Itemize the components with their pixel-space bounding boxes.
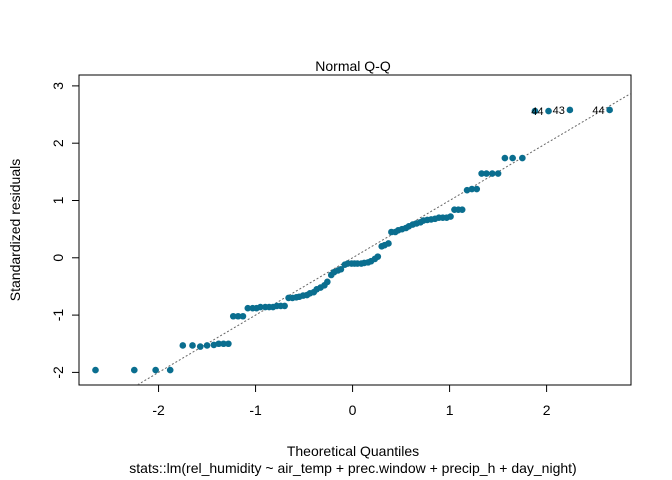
- point: [239, 312, 247, 320]
- y-tick-label: -2: [50, 366, 66, 379]
- point: [374, 253, 382, 260]
- point: [337, 265, 345, 273]
- point-label: 43: [553, 105, 565, 117]
- point: [203, 342, 211, 349]
- point: [447, 213, 454, 220]
- chart-title: Normal Q-Q: [315, 58, 391, 74]
- point: [220, 340, 227, 348]
- y-tick-label: 1: [50, 196, 66, 204]
- point: [166, 366, 174, 374]
- point: [229, 312, 237, 320]
- point: [606, 106, 613, 114]
- point: [244, 304, 252, 312]
- point: [385, 240, 392, 247]
- point: [458, 206, 466, 213]
- point-label: 44: [531, 106, 543, 118]
- x-tick-label: -2: [152, 402, 165, 418]
- point: [257, 303, 264, 311]
- y-tick-label: 2: [50, 139, 66, 147]
- point: [152, 366, 159, 374]
- point: [494, 170, 502, 177]
- point: [179, 342, 187, 349]
- point: [478, 170, 485, 177]
- point: [189, 342, 196, 349]
- point: [92, 366, 99, 374]
- point-label: 44: [592, 105, 604, 117]
- point: [488, 170, 496, 177]
- y-tick-label: 3: [50, 82, 66, 90]
- point: [483, 170, 490, 177]
- y-tick-label: -1: [50, 309, 66, 322]
- point: [130, 366, 138, 374]
- point: [531, 107, 539, 115]
- point: [566, 106, 574, 114]
- point: [281, 302, 288, 310]
- point: [473, 185, 481, 193]
- plot-frame: [78, 74, 632, 386]
- point: [468, 185, 476, 193]
- point: [225, 340, 232, 348]
- point: [234, 312, 242, 320]
- point: [215, 340, 222, 348]
- x-tick-label: 2: [543, 402, 551, 418]
- y-tick-label: 0: [50, 254, 66, 262]
- x-tick-label: 0: [349, 402, 357, 418]
- reference-line: [136, 92, 631, 385]
- point: [545, 107, 552, 115]
- point: [324, 278, 331, 286]
- x-axis-label: Theoretical Quantiles: [287, 443, 419, 459]
- point: [501, 154, 509, 162]
- x-tick-label: 1: [446, 402, 454, 418]
- point: [509, 154, 516, 162]
- y-axis-label: Standardized residuals: [7, 159, 23, 301]
- point: [196, 343, 204, 350]
- subtitle: stats::lm(rel_humidity ~ air_temp + prec…: [129, 460, 576, 476]
- x-tick-label: -1: [249, 402, 262, 418]
- point: [519, 154, 526, 162]
